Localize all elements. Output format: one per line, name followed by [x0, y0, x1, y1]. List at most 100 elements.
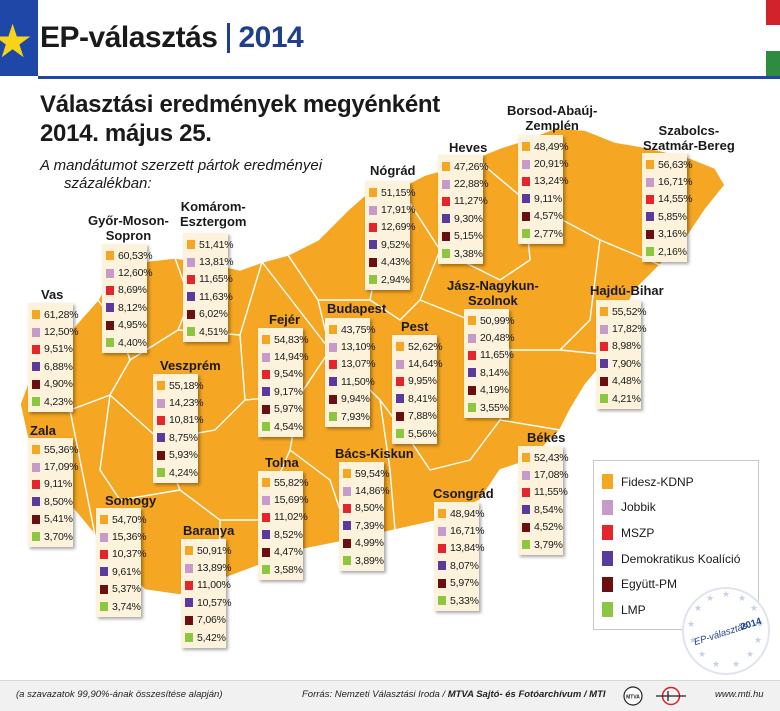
result-row: 52,43%	[522, 449, 569, 466]
party-color-swatch	[369, 275, 377, 285]
result-row: 3,74%	[100, 598, 141, 615]
result-value: 60,53%	[118, 249, 153, 262]
party-color-swatch	[262, 404, 270, 414]
party-color-swatch	[369, 257, 377, 267]
party-color-swatch	[522, 229, 530, 239]
result-value: 13,07%	[341, 358, 376, 371]
legend-swatch	[602, 602, 613, 618]
result-value: 4,95%	[118, 319, 147, 332]
star-icon: ★	[0, 14, 34, 68]
result-value: 14,86%	[355, 485, 390, 498]
party-color-swatch	[646, 229, 654, 239]
county-results-bekes: 52,43% 17,08% 11,55% 8,54% 4,52% 3,79%	[518, 446, 569, 556]
party-color-swatch	[522, 159, 530, 169]
party-color-swatch	[522, 470, 530, 480]
legend-label: Együtt-PM	[621, 577, 678, 592]
party-color-swatch	[32, 327, 40, 337]
result-row: 4,19%	[468, 382, 509, 399]
party-color-swatch	[396, 376, 404, 386]
party-color-swatch	[262, 478, 270, 488]
result-value: 5,93%	[169, 449, 198, 462]
result-value: 11,55%	[534, 486, 568, 499]
result-row: 13,07%	[329, 356, 376, 373]
result-value: 13,81%	[199, 256, 234, 269]
result-value: 54,70%	[112, 513, 147, 526]
result-value: 12,69%	[381, 221, 416, 234]
party-color-swatch	[522, 505, 530, 515]
county-label-szabolcs: Szabolcs- Szatmár-Bereg	[643, 123, 735, 153]
result-value: 5,97%	[450, 577, 479, 590]
result-value: 5,85%	[658, 210, 687, 223]
result-row: 13,24%	[522, 173, 569, 190]
hungarian-flag-icon	[766, 0, 780, 76]
legend-swatch	[602, 525, 613, 541]
svg-text:★: ★	[694, 604, 702, 614]
result-row: 7,88%	[396, 408, 437, 425]
result-value: 7,93%	[341, 410, 370, 423]
result-row: 5,56%	[396, 425, 437, 442]
party-color-swatch	[262, 352, 270, 362]
county-results-heves: 47,26% 22,88% 11,27% 9,30% 5,15% 3,38%	[438, 155, 489, 265]
party-color-swatch	[600, 341, 608, 351]
party-color-swatch	[343, 486, 351, 496]
result-value: 11,50%	[341, 375, 375, 388]
result-value: 13,10%	[341, 341, 376, 354]
party-color-swatch	[468, 316, 476, 326]
county-label-budapest: Budapest	[327, 301, 387, 316]
county-label-komarom: Komárom- Esztergom	[180, 199, 247, 229]
party-color-swatch	[438, 526, 446, 536]
result-value: 61,28%	[44, 308, 79, 321]
result-value: 48,94%	[450, 507, 485, 520]
result-row: 11,00%	[185, 577, 231, 594]
party-color-swatch	[442, 196, 450, 206]
party-color-swatch	[600, 394, 608, 404]
party-color-swatch	[468, 368, 476, 378]
party-color-swatch	[106, 268, 114, 278]
result-row: 11,65%	[468, 347, 514, 364]
result-value: 5,97%	[274, 403, 303, 416]
party-color-swatch	[329, 359, 337, 369]
party-color-swatch	[438, 543, 446, 553]
result-value: 3,16%	[658, 228, 687, 241]
county-label-somogy: Somogy	[105, 493, 157, 508]
result-value: 14,55%	[658, 193, 693, 206]
result-row: 13,84%	[438, 540, 485, 557]
party-color-swatch	[646, 194, 654, 204]
result-row: 3,55%	[468, 399, 509, 416]
result-value: 10,81%	[169, 414, 204, 427]
svg-text:★: ★	[722, 590, 730, 600]
footer-source: Forrás: Nemzeti Választási Iroda / MTVA …	[302, 689, 606, 700]
result-value: 14,94%	[274, 351, 309, 364]
party-color-swatch	[468, 350, 476, 360]
result-row: 9,30%	[442, 210, 483, 227]
party-color-swatch	[369, 222, 377, 232]
result-row: 4,99%	[343, 535, 384, 552]
party-color-swatch	[522, 522, 530, 532]
result-row: 3,89%	[343, 552, 384, 569]
party-color-swatch	[106, 320, 114, 330]
party-color-swatch	[442, 231, 450, 241]
party-color-swatch	[157, 450, 165, 460]
party-color-swatch	[396, 342, 404, 352]
result-value: 48,49%	[534, 140, 569, 153]
county-results-vas: 61,28% 12,50% 9,51% 6,88% 4,90% 4,23%	[28, 303, 79, 413]
party-color-swatch	[262, 547, 270, 557]
result-row: 12,69%	[369, 219, 416, 236]
result-row: 4,23%	[32, 393, 73, 410]
ep-election-stamp-logo: ★ ★★ ★★★ ★★★ ★★★★ EP-választás 2014	[682, 587, 770, 675]
result-value: 5,56%	[408, 427, 437, 440]
party-color-swatch	[187, 327, 195, 337]
party-color-swatch	[329, 325, 337, 335]
result-value: 15,69%	[274, 494, 309, 507]
county-results-csongrad: 48,94% 16,71% 13,84% 8,07% 5,97% 5,33%	[434, 502, 485, 612]
result-row: 15,69%	[262, 491, 309, 508]
map-note-line1: A mandátumot szerzett pártok eredményei	[40, 157, 323, 174]
result-value: 8,14%	[480, 366, 509, 379]
result-value: 8,07%	[450, 559, 479, 572]
party-color-swatch	[185, 615, 193, 625]
party-color-swatch	[438, 561, 446, 571]
result-value: 5,41%	[44, 513, 73, 526]
county-label-zala: Zala	[30, 423, 57, 438]
party-color-swatch	[522, 176, 530, 186]
party-color-swatch	[343, 503, 351, 513]
